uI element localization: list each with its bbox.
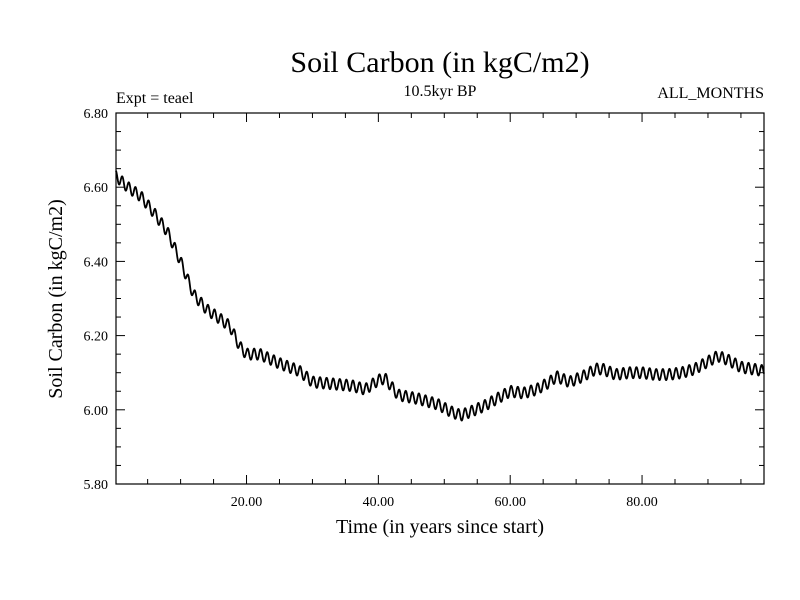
y-tick-label: 5.80	[84, 478, 109, 493]
chart-title: Soil Carbon (in kgC/m2)	[290, 46, 589, 79]
tick-labels: 5.80 6.00 6.20 6.40 6.60 6.80 20.00 40.00 60.00 8…	[84, 107, 658, 510]
x-tick-label: 60.00	[494, 495, 526, 510]
period-label: ALL_MONTHS	[657, 85, 764, 102]
x-axis-label: Time (in years since start)	[336, 516, 544, 538]
y-tick-label: 6.60	[84, 181, 109, 196]
x-tick-label: 40.00	[363, 495, 395, 510]
x-tick-label: 20.00	[231, 495, 263, 510]
plot-frame	[115, 112, 765, 485]
experiment-label: Expt = teael	[116, 90, 194, 107]
chart-subtitle: 10.5kyr BP	[404, 83, 477, 100]
y-tick-label: 6.80	[84, 107, 109, 122]
y-tick-label: 6.40	[84, 255, 109, 270]
y-axis-label: Soil Carbon (in kgC/m2)	[45, 199, 67, 398]
y-tick-label: 6.00	[84, 404, 109, 419]
soil-carbon-line	[115, 170, 765, 422]
x-tick-label: 80.00	[626, 495, 658, 510]
y-tick-label: 6.20	[84, 330, 109, 345]
